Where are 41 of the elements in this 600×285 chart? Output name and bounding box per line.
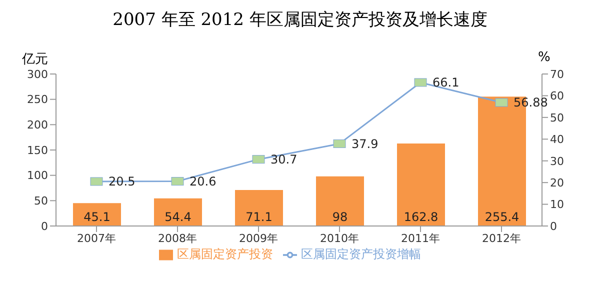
bar xyxy=(73,203,121,226)
y2-tick-label: 60 xyxy=(550,90,564,103)
y-axis-title: 亿元 xyxy=(22,51,48,68)
y2-tick-label: 10 xyxy=(550,198,564,212)
data-label: 30.7 xyxy=(270,152,298,167)
data-label: 20.6 xyxy=(190,174,216,189)
x-tick-label: 2012年 xyxy=(482,232,521,245)
y-tick-label: 0 xyxy=(41,220,48,233)
data-label: 54.4 xyxy=(164,210,192,224)
y2-tick-label: 0 xyxy=(550,220,557,233)
data-label: 162.8 xyxy=(404,210,438,224)
y-tick-label: 50 xyxy=(34,194,48,208)
y-tick-label: 300 xyxy=(27,68,48,81)
data-label: 98 xyxy=(332,210,348,224)
x-tick-label: 2007年 xyxy=(77,232,116,245)
bar xyxy=(397,144,445,226)
x-tick-label: 2008年 xyxy=(158,232,197,245)
data-label: 71.1 xyxy=(246,210,272,224)
y-tick-label: 250 xyxy=(27,93,48,106)
y-tick-label: 150 xyxy=(27,144,48,157)
y2-tick-label: 70 xyxy=(550,68,564,81)
bar xyxy=(316,176,364,226)
y2-tick-label: 50 xyxy=(550,111,564,124)
data-label: 66.1 xyxy=(432,76,460,90)
x-tick-label: 2009年 xyxy=(239,232,278,245)
x-tick-label: 2010年 xyxy=(320,232,359,245)
bar xyxy=(154,198,202,226)
y-tick-label: 100 xyxy=(27,169,48,182)
legend-label: 区属固定资产投资增幅 xyxy=(301,247,421,261)
y2-tick-label: 40 xyxy=(550,133,564,146)
legend-label: 区属固定资产投资 xyxy=(177,247,273,261)
data-label: 37.9 xyxy=(352,136,378,151)
data-label: 45.1 xyxy=(84,210,110,224)
y2-tick-label: 20 xyxy=(550,176,564,190)
chart-title: 2007 年至 2012 年区属固定资产投资及增长速度 xyxy=(112,9,488,32)
y-tick-label: 200 xyxy=(27,118,48,132)
data-label: 255.4 xyxy=(484,210,520,224)
y2-axis-title: % xyxy=(538,50,550,65)
bar xyxy=(235,190,283,226)
x-tick-label: 2011年 xyxy=(401,232,440,245)
y2-tick-label: 30 xyxy=(550,154,564,168)
